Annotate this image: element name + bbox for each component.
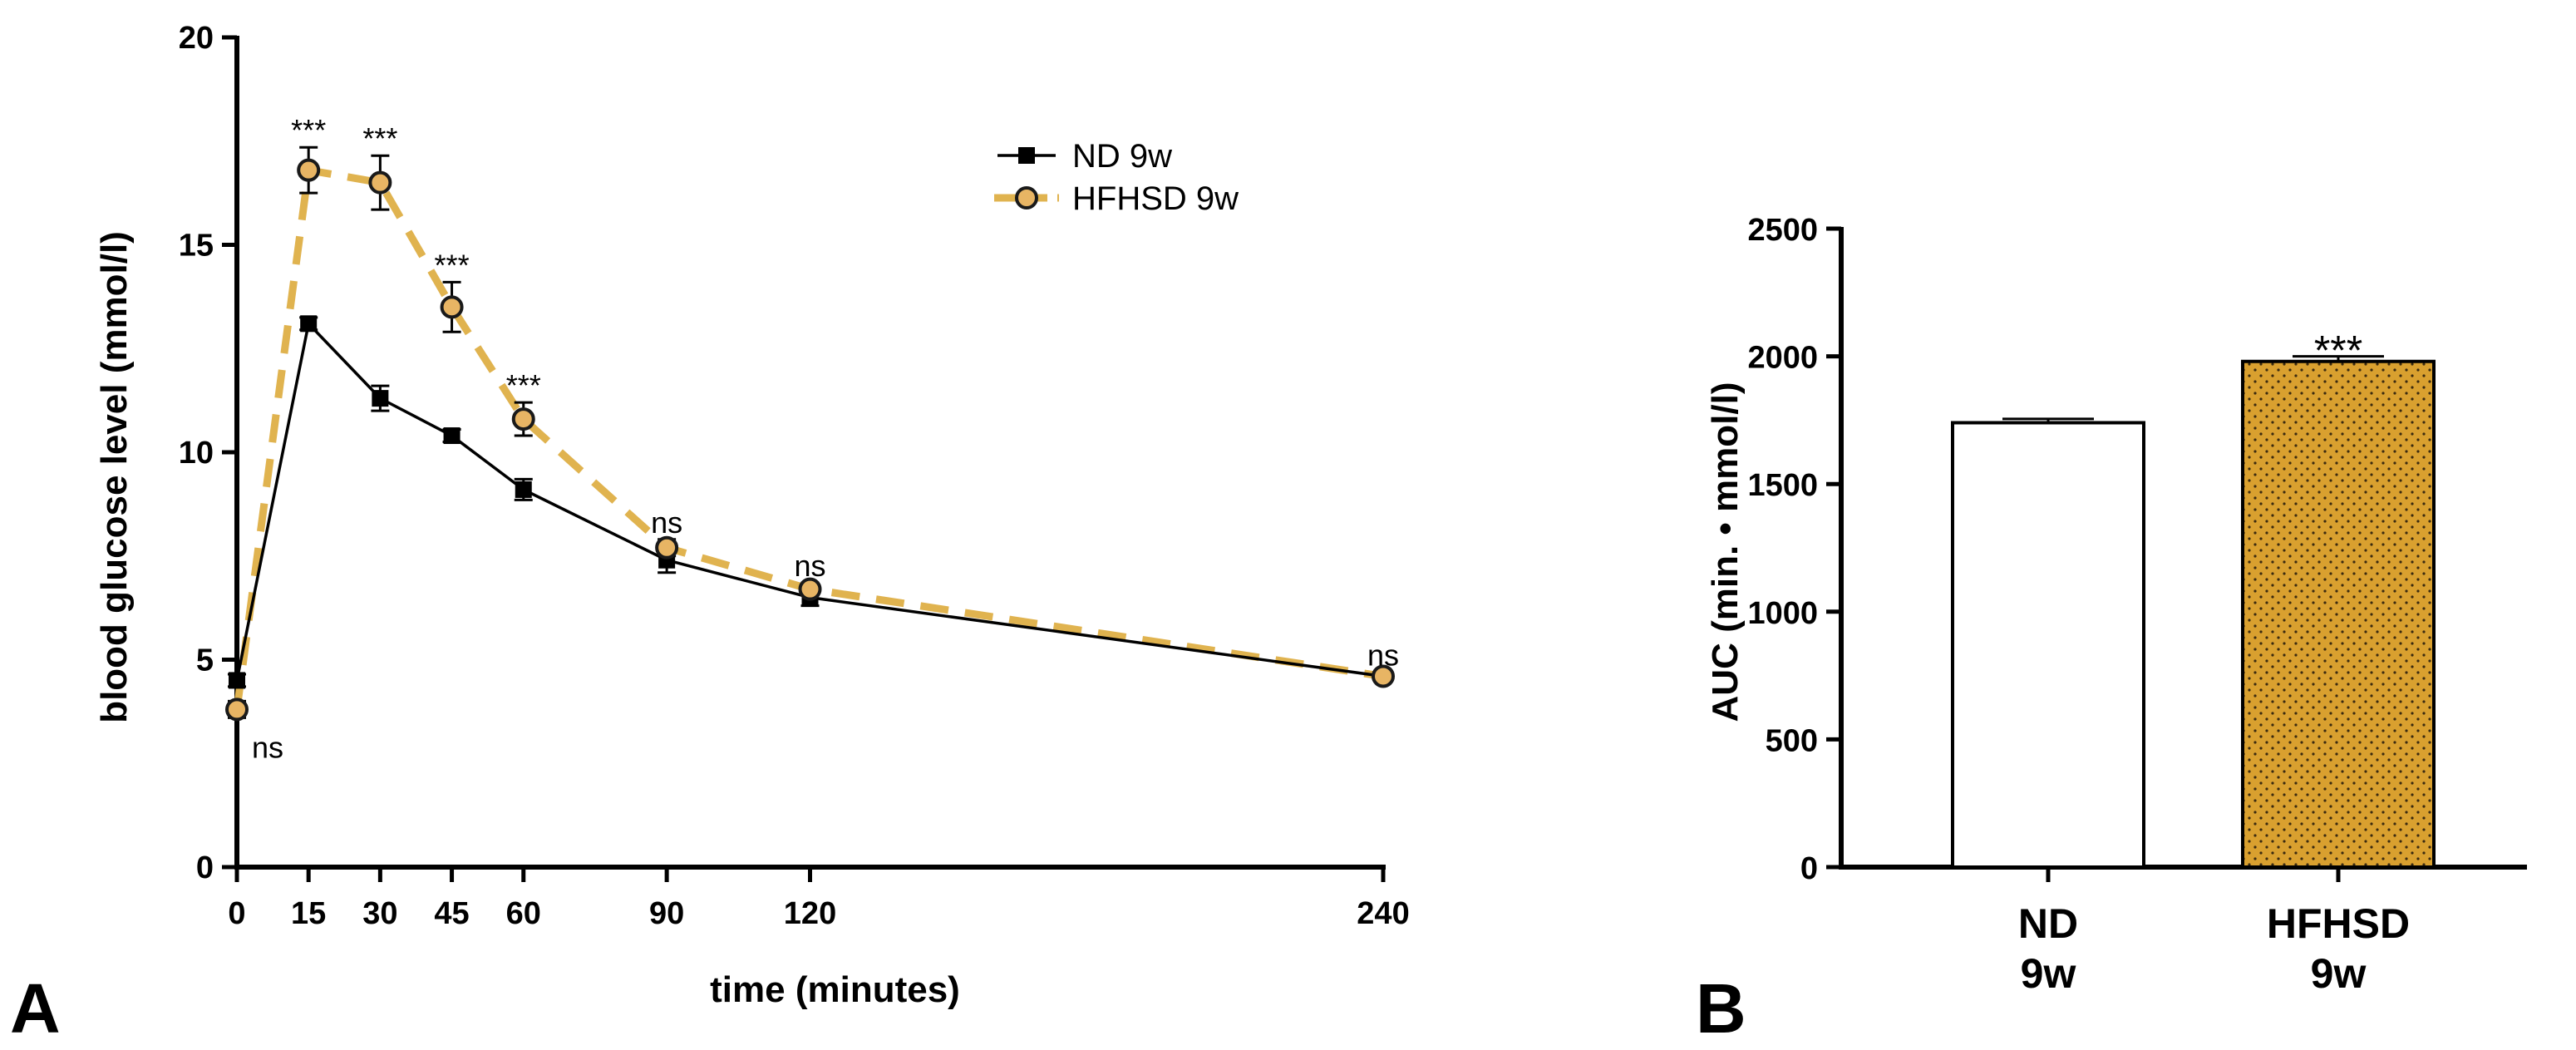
y-tick-label-b: 2000 (1747, 341, 1818, 376)
significance-label: ns (651, 505, 682, 540)
x-tick-label: 60 (506, 896, 541, 931)
significance-label: *** (506, 368, 541, 402)
x-tick-label: 45 (434, 896, 469, 931)
significance-label: ns (1367, 638, 1399, 672)
data-point-hfhsd (1372, 664, 1395, 688)
category-label-hfhsd: HFHSD (2267, 900, 2410, 947)
y-tick-label: 5 (196, 643, 214, 678)
y-tick-label: 20 (179, 21, 214, 56)
data-point-hfhsd (798, 577, 822, 601)
y-tick-label-b: 2500 (1747, 213, 1818, 248)
x-tick-label: 240 (1357, 896, 1409, 931)
data-point-hfhsd (368, 170, 392, 195)
legend-marker-nd (1018, 147, 1035, 164)
data-point-hfhsd (225, 698, 249, 722)
data-point-nd (229, 672, 245, 689)
bar-hfhsd (2241, 359, 2436, 869)
series-line-hfhsd (233, 166, 1384, 710)
data-point-nd (300, 315, 318, 333)
x-tick-label: 90 (649, 896, 684, 931)
y-tick-label-b: 1000 (1747, 596, 1818, 631)
panel-a-line-chart: 0 5 10 15 20 0 15 30 45 60 90 120 240 time (minutes) b… (94, 21, 1410, 1010)
y-tick-label-b: 1500 (1747, 468, 1818, 503)
x-tick-label: 120 (784, 896, 836, 931)
legend-marker-hfhsd (1015, 186, 1038, 210)
y-axis-title-b: AUC (min. • mmol/l) (1705, 382, 1746, 722)
category-label-nd: ND (2018, 900, 2078, 947)
data-point-nd (515, 481, 532, 498)
panel-letter-b: B (1696, 969, 1746, 1048)
panel-letter-a: A (10, 969, 61, 1048)
panel-b-bar-chart: 0 500 1000 1500 2000 2500 AUC (min. • mmol/l) N… (1705, 213, 2527, 997)
bar-nd (1951, 421, 2145, 869)
data-point-hfhsd (440, 295, 464, 319)
significance-label-b: *** (2314, 328, 2362, 374)
significance-label: *** (435, 248, 470, 282)
x-tick-label: 30 (362, 896, 397, 931)
series-line-nd (235, 322, 1384, 681)
y-tick-label: 0 (196, 850, 214, 885)
legend-label-nd: ND 9w (1072, 138, 1172, 175)
data-point-hfhsd (655, 535, 679, 560)
data-point-nd (372, 390, 389, 407)
significance-label: *** (291, 113, 326, 147)
data-point-hfhsd (511, 407, 535, 431)
significance-label: ns (252, 730, 283, 764)
x-tick-label: 15 (291, 896, 326, 931)
legend: ND 9w HFHSD 9w (994, 138, 1239, 217)
y-tick-label: 15 (179, 229, 214, 264)
y-tick-label-b: 500 (1766, 723, 1818, 758)
data-point-nd (443, 427, 461, 445)
legend-label-hfhsd: HFHSD 9w (1072, 180, 1239, 217)
significance-label: *** (362, 121, 397, 155)
y-tick-label-b: 0 (1800, 851, 1818, 886)
significance-label: ns (794, 549, 825, 583)
y-axis-title: blood glucose level (mmol/l) (94, 231, 135, 723)
category-label-hfhsd: 9w (2311, 950, 2367, 997)
y-tick-label: 10 (179, 436, 214, 471)
category-label-nd: 9w (2021, 950, 2076, 997)
data-point-hfhsd (297, 158, 321, 182)
x-tick-label: 0 (228, 896, 245, 931)
x-axis-title: time (minutes) (710, 969, 960, 1010)
